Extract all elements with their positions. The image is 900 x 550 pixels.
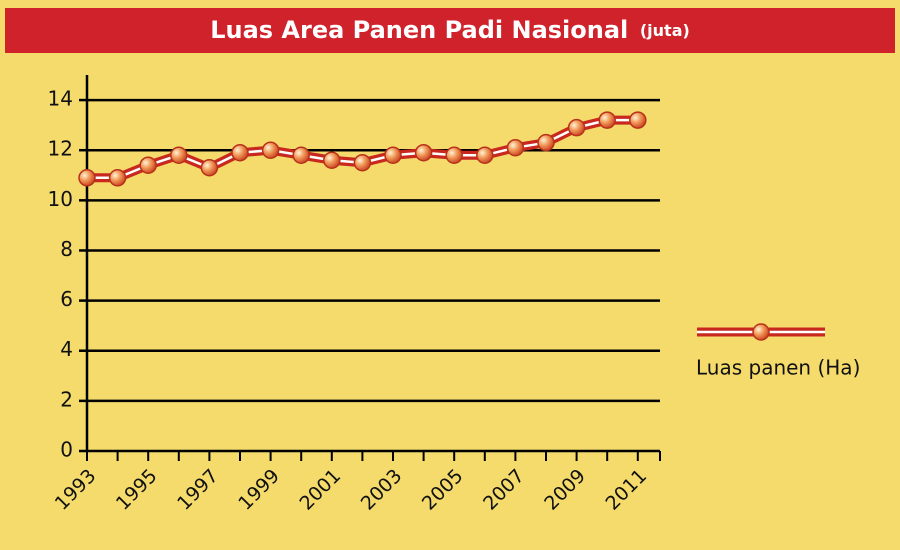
legend-label: Luas panen (Ha) xyxy=(696,356,860,380)
y-tick-label: 0 xyxy=(60,438,73,462)
series-marker xyxy=(231,143,249,162)
y-tick-label: 6 xyxy=(60,287,73,311)
series-marker xyxy=(261,141,280,159)
legend-marker xyxy=(752,323,770,341)
series-marker xyxy=(384,146,402,164)
y-tick-label: 4 xyxy=(60,337,73,361)
chart-title: Luas Area Panen Padi Nasional xyxy=(210,16,628,44)
series-marker xyxy=(200,158,219,177)
series-marker xyxy=(323,151,341,169)
y-tick-label: 12 xyxy=(48,137,73,161)
series-marker xyxy=(476,146,494,164)
series-marker xyxy=(414,143,433,162)
title-group: Luas Area Panen Padi Nasional (juta) xyxy=(210,16,690,44)
series-marker xyxy=(353,153,372,172)
series-marker xyxy=(170,146,188,164)
series-marker xyxy=(78,169,96,187)
series-marker xyxy=(567,118,586,137)
series-marker xyxy=(445,146,463,164)
series-marker xyxy=(598,111,616,129)
series-marker xyxy=(292,146,310,164)
y-tick-label: 2 xyxy=(60,387,73,411)
title-banner xyxy=(5,8,895,53)
series-marker xyxy=(139,156,157,174)
y-tick-label: 8 xyxy=(60,237,73,261)
series-marker xyxy=(108,169,127,187)
y-tick-label: 14 xyxy=(48,87,73,111)
series-marker xyxy=(506,138,525,157)
series-marker xyxy=(537,133,555,152)
y-tick-label: 10 xyxy=(48,187,73,211)
series-marker xyxy=(629,111,647,129)
chart-subtitle: (juta) xyxy=(640,21,690,40)
